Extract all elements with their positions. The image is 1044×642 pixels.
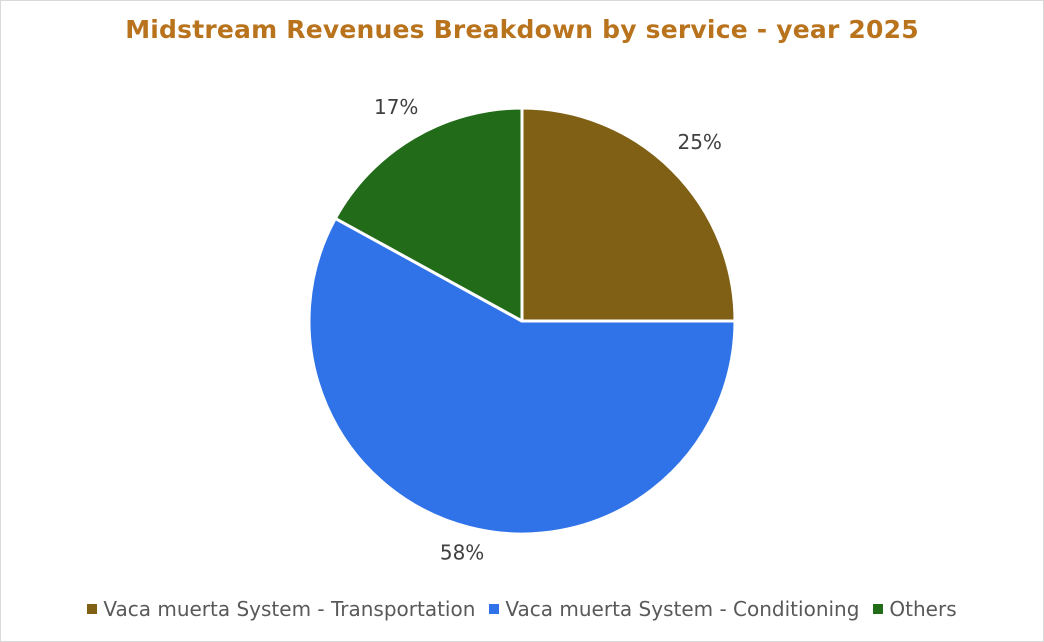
pie-data-labels: 25% 58% 17% bbox=[374, 95, 722, 565]
pie-slice bbox=[307, 216, 737, 536]
legend-label: Vaca muerta System - Transportation bbox=[103, 597, 476, 621]
legend-item: Vaca muerta System - Transportation bbox=[87, 597, 475, 621]
pie-slice bbox=[333, 106, 524, 323]
pie-slice bbox=[520, 106, 737, 323]
data-label: 25% bbox=[677, 130, 721, 154]
legend-swatch bbox=[87, 604, 98, 614]
data-label: 58% bbox=[440, 541, 484, 565]
legend-swatch bbox=[489, 604, 500, 614]
data-label: 17% bbox=[374, 95, 418, 119]
legend-item: Others bbox=[873, 597, 957, 621]
legend-label: Others bbox=[889, 597, 957, 621]
chart-legend: Vaca muerta System - Transportation Vaca … bbox=[1, 597, 1043, 621]
chart-title: Midstream Revenues Breakdown by service … bbox=[125, 15, 919, 44]
legend-swatch bbox=[873, 604, 884, 614]
legend-item: Vaca muerta System - Conditioning bbox=[489, 597, 859, 621]
legend-label: Vaca muerta System - Conditioning bbox=[505, 597, 860, 621]
pie-slices bbox=[307, 106, 737, 536]
